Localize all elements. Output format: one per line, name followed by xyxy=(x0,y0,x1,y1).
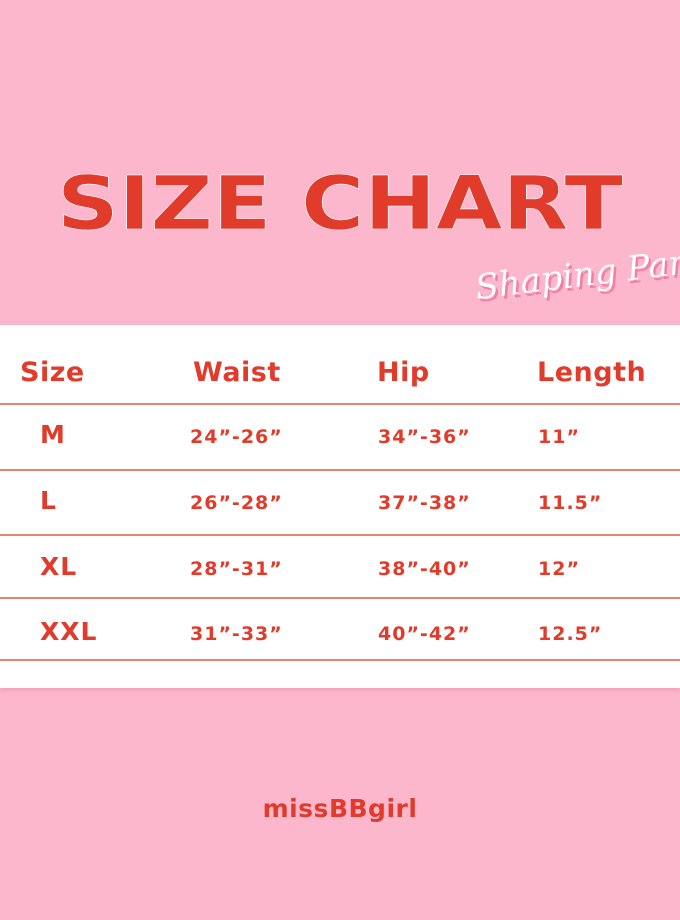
size-cell: L xyxy=(40,486,57,515)
size-cell: XL xyxy=(40,552,78,581)
header-hip: Hip xyxy=(377,357,430,388)
size-table: Size Waist Hip Length M 24”-26” 34”-36” … xyxy=(0,325,680,688)
divider xyxy=(0,403,680,405)
hip-cell: 37”-38” xyxy=(378,492,471,514)
length-cell: 12” xyxy=(538,558,580,580)
waist-cell: 24”-26” xyxy=(190,426,283,448)
length-cell: 11.5” xyxy=(538,492,603,514)
waist-cell: 28”-31” xyxy=(190,558,283,580)
length-cell: 11” xyxy=(538,426,580,448)
length-cell: 12.5” xyxy=(538,623,603,645)
waist-cell: 31”-33” xyxy=(190,623,283,645)
subtitle: Shaping Pants xyxy=(473,238,680,308)
divider xyxy=(0,534,680,536)
brand-name: missBBgirl xyxy=(262,794,418,823)
divider xyxy=(0,659,680,661)
page-title: SIZE CHART xyxy=(57,161,624,245)
hip-cell: 34”-36” xyxy=(378,426,471,448)
waist-cell: 26”-28” xyxy=(190,492,283,514)
size-cell: XXL xyxy=(40,617,98,646)
size-cell: M xyxy=(40,420,66,449)
divider xyxy=(0,469,680,471)
title-graphic: SIZE CHART xyxy=(57,161,624,245)
hip-cell: 40”-42” xyxy=(378,623,471,645)
divider xyxy=(0,597,680,599)
header-size: Size xyxy=(20,357,85,388)
hip-cell: 38”-40” xyxy=(378,558,471,580)
header-length: Length xyxy=(537,357,647,388)
header-waist: Waist xyxy=(193,357,281,388)
